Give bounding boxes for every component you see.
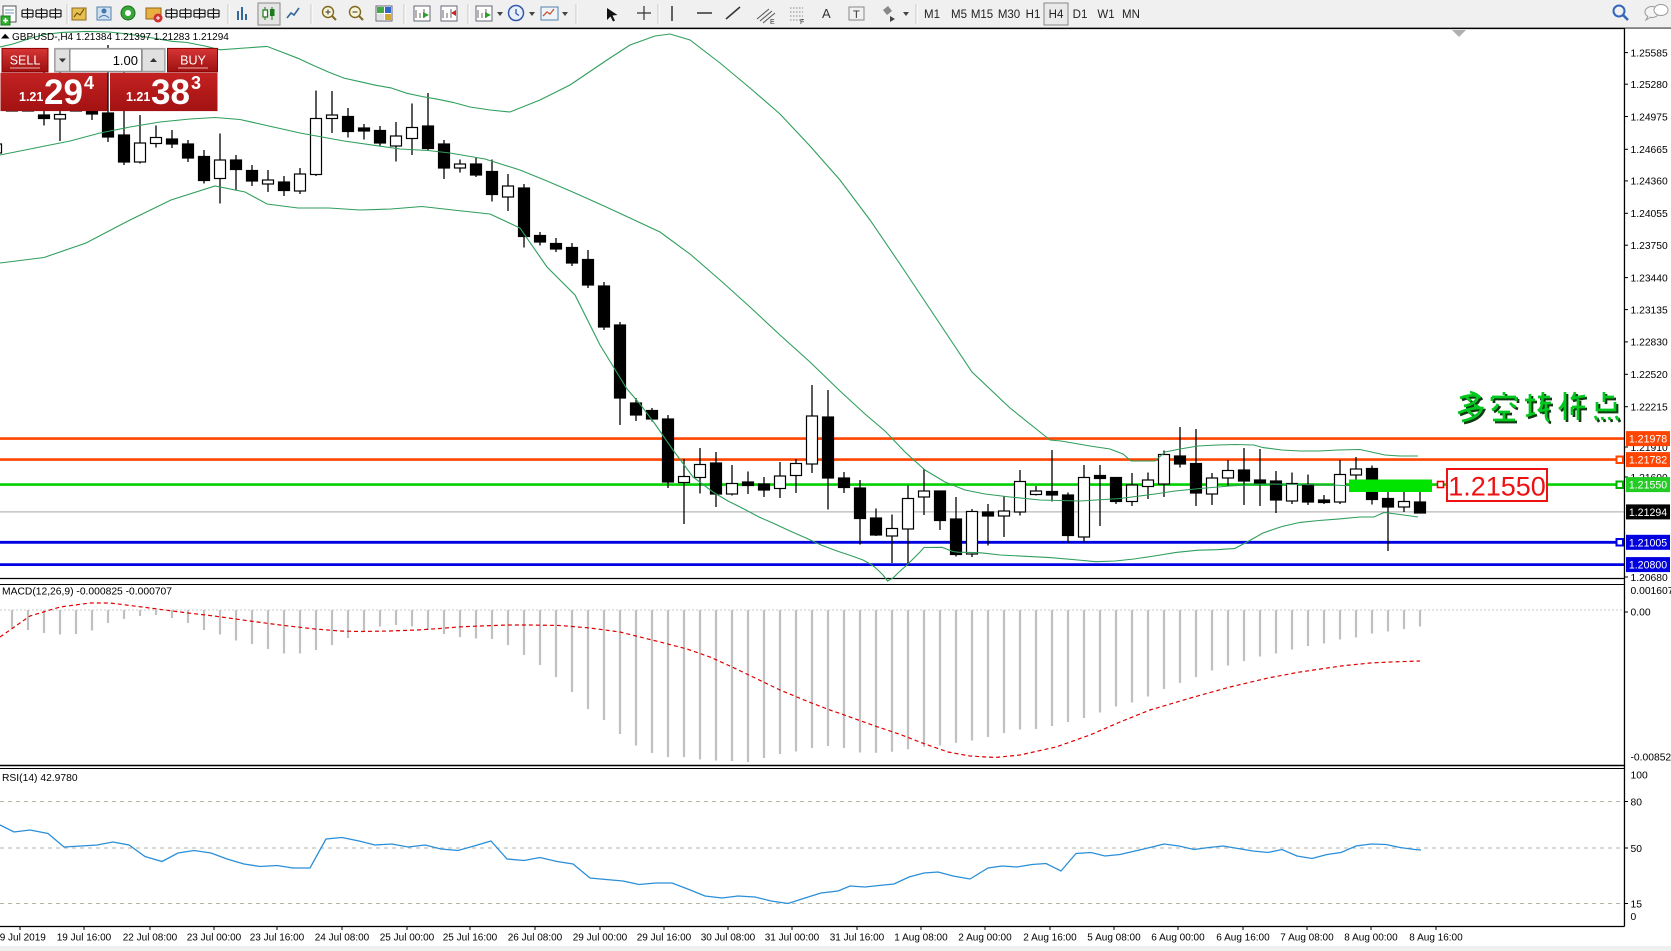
svg-text:1.21005: 1.21005 (1629, 537, 1667, 549)
svg-text:29: 29 (44, 73, 83, 112)
svg-text:2 Aug 16:00: 2 Aug 16:00 (1023, 933, 1077, 944)
svg-text:8 Aug 16:00: 8 Aug 16:00 (1409, 933, 1463, 944)
svg-text:H1: H1 (1026, 9, 1041, 21)
svg-text:0.001607: 0.001607 (1631, 586, 1671, 597)
svg-text:1.24360: 1.24360 (1631, 177, 1668, 188)
svg-text:T: T (853, 9, 860, 21)
svg-text:BUY: BUY (180, 54, 206, 68)
svg-text:29 Jul 16:00: 29 Jul 16:00 (637, 933, 692, 944)
svg-text:D1: D1 (1073, 9, 1088, 21)
svg-text:1.21910: 1.21910 (1631, 443, 1668, 454)
svg-text:15: 15 (1631, 899, 1643, 910)
svg-text:0.00: 0.00 (1631, 608, 1651, 619)
svg-text:50: 50 (1631, 844, 1643, 855)
svg-text:1.23750: 1.23750 (1631, 241, 1668, 252)
svg-text:-0.008522: -0.008522 (1631, 753, 1671, 764)
svg-text:19 Jul 16:00: 19 Jul 16:00 (57, 933, 112, 944)
svg-text:W1: W1 (1097, 9, 1114, 21)
svg-text:M30: M30 (998, 9, 1020, 21)
svg-text:E: E (770, 19, 775, 26)
svg-text:1.23135: 1.23135 (1631, 305, 1668, 316)
svg-text:6 Aug 00:00: 6 Aug 00:00 (1151, 933, 1205, 944)
svg-text:5 Aug 08:00: 5 Aug 08:00 (1087, 933, 1141, 944)
svg-text:8 Aug 00:00: 8 Aug 00:00 (1344, 933, 1398, 944)
svg-text:A: A (822, 6, 831, 21)
svg-text:1.22830: 1.22830 (1631, 338, 1668, 349)
svg-text:GBPUSD-,H4 1.21384 1.21397 1.: GBPUSD-,H4 1.21384 1.21397 1.21283 1.212… (12, 32, 229, 43)
svg-text:4: 4 (84, 73, 94, 93)
svg-text:31 Jul 16:00: 31 Jul 16:00 (830, 933, 885, 944)
svg-text:1.21782: 1.21782 (1629, 455, 1667, 467)
svg-text:1.22520: 1.22520 (1631, 370, 1668, 381)
svg-text:29 Jul 00:00: 29 Jul 00:00 (573, 933, 628, 944)
svg-text:19 Jul 2019: 19 Jul 2019 (0, 933, 46, 944)
svg-text:1.23440: 1.23440 (1631, 273, 1668, 284)
svg-text:1.20680: 1.20680 (1631, 573, 1668, 584)
svg-text:0: 0 (1631, 912, 1637, 923)
svg-text:24 Jul 08:00: 24 Jul 08:00 (315, 933, 370, 944)
svg-text:3: 3 (191, 73, 201, 93)
svg-text:31 Jul 00:00: 31 Jul 00:00 (765, 933, 820, 944)
svg-text:26 Jul 08:00: 26 Jul 08:00 (508, 933, 563, 944)
svg-text:H4: H4 (1049, 9, 1064, 21)
svg-text:23 Jul 00:00: 23 Jul 00:00 (187, 933, 242, 944)
svg-text:1.24975: 1.24975 (1631, 112, 1668, 123)
svg-text:1 Aug 08:00: 1 Aug 08:00 (894, 933, 948, 944)
svg-text:1.21978: 1.21978 (1629, 434, 1667, 446)
svg-text:7 Aug 08:00: 7 Aug 08:00 (1280, 933, 1334, 944)
svg-text:1.25280: 1.25280 (1631, 80, 1668, 91)
svg-text:1.24055: 1.24055 (1631, 209, 1668, 220)
svg-text:1.21550: 1.21550 (1448, 472, 1546, 502)
svg-text:1.21550: 1.21550 (1629, 480, 1667, 492)
svg-text:RSI(14) 42.9780: RSI(14) 42.9780 (2, 773, 78, 784)
svg-text:2 Aug 00:00: 2 Aug 00:00 (958, 933, 1012, 944)
svg-text:1.21: 1.21 (126, 90, 150, 104)
svg-text:100: 100 (1631, 771, 1648, 782)
svg-text:25 Jul 16:00: 25 Jul 16:00 (443, 933, 498, 944)
svg-text:MACD(12,26,9) -0.000825 -0.000: MACD(12,26,9) -0.000825 -0.000707 (2, 587, 172, 598)
svg-text:1.00: 1.00 (113, 53, 138, 68)
svg-text:1.20800: 1.20800 (1629, 560, 1667, 572)
svg-text:SELL: SELL (10, 54, 41, 68)
svg-text:1.21: 1.21 (19, 90, 43, 104)
svg-text:23 Jul 16:00: 23 Jul 16:00 (250, 933, 305, 944)
svg-text:6 Aug 16:00: 6 Aug 16:00 (1216, 933, 1270, 944)
svg-text:1.25585: 1.25585 (1631, 48, 1668, 59)
svg-text:80: 80 (1631, 797, 1643, 808)
svg-text:1.21294: 1.21294 (1629, 507, 1667, 519)
svg-text:1.22215: 1.22215 (1631, 403, 1668, 414)
svg-text:M5: M5 (951, 9, 967, 21)
svg-text:F: F (800, 19, 804, 26)
svg-text:25 Jul 00:00: 25 Jul 00:00 (380, 933, 435, 944)
svg-text:M1: M1 (924, 9, 940, 21)
svg-text:38: 38 (151, 73, 190, 112)
svg-text:1.24665: 1.24665 (1631, 145, 1668, 156)
svg-text:M15: M15 (971, 9, 993, 21)
svg-text:30 Jul 08:00: 30 Jul 08:00 (701, 933, 756, 944)
svg-text:MN: MN (1122, 9, 1140, 21)
svg-text:22 Jul 08:00: 22 Jul 08:00 (123, 933, 178, 944)
